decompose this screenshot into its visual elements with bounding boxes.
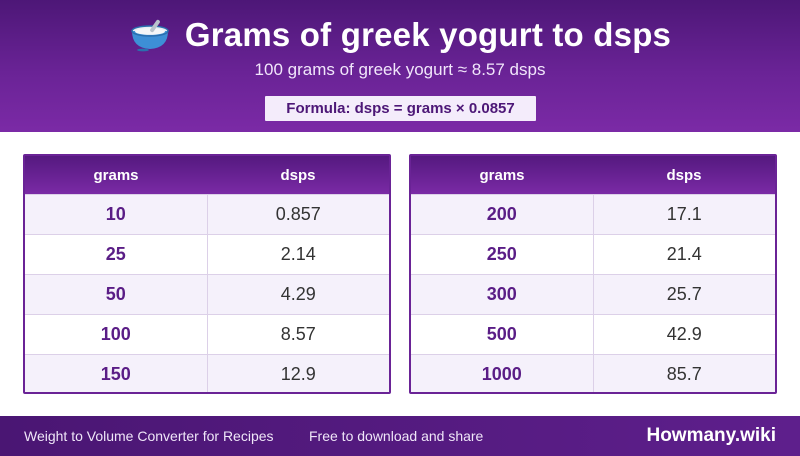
dsps-cell: 12.9 xyxy=(280,364,316,384)
conversion-table-left: grams dsps 10 0.857 25 2.14 50 4.29 100 … xyxy=(23,154,391,394)
table-row: 1000 85.7 xyxy=(411,354,775,392)
dsps-cell: 17.1 xyxy=(666,204,702,224)
column-header-grams: grams xyxy=(93,166,139,184)
grams-cell: 25 xyxy=(25,235,208,274)
grams-cell: 250 xyxy=(411,235,594,274)
dsps-cell: 85.7 xyxy=(666,364,702,384)
page-subtitle: 100 grams of greek yogurt ≈ 8.57 dsps xyxy=(254,60,546,79)
table-body: 200 17.1 250 21.4 300 25.7 500 42.9 1000… xyxy=(411,194,775,392)
grams-cell: 300 xyxy=(411,275,594,314)
column-header-grams: grams xyxy=(479,166,525,184)
brand-logo-text[interactable]: Howmany.wiki xyxy=(646,425,776,446)
table-row: 100 8.57 xyxy=(25,314,389,354)
page-title: Grams of greek yogurt to dsps xyxy=(184,16,672,53)
grams-cell: 10 xyxy=(25,195,208,234)
formula-badge: Formula: dsps = grams × 0.0857 xyxy=(265,96,536,121)
dsps-cell: 0.857 xyxy=(275,204,321,224)
table-header: grams dsps xyxy=(25,156,389,194)
table-row: 200 17.1 xyxy=(411,194,775,234)
grams-cell: 500 xyxy=(411,315,594,354)
column-header-dsps: dsps xyxy=(666,166,702,184)
grams-cell: 200 xyxy=(411,195,594,234)
table-row: 500 42.9 xyxy=(411,314,775,354)
grams-cell: 150 xyxy=(25,355,208,392)
header-banner: Grams of greek yogurt to dsps 100 grams … xyxy=(0,0,800,132)
grams-cell: 50 xyxy=(25,275,208,314)
footer-share-text: Free to download and share xyxy=(309,428,484,444)
dsps-cell: 4.29 xyxy=(280,284,316,304)
table-row: 25 2.14 xyxy=(25,234,389,274)
dsps-cell: 8.57 xyxy=(280,324,316,344)
grams-cell: 1000 xyxy=(411,355,594,392)
dsps-cell: 42.9 xyxy=(666,324,702,344)
table-row: 150 12.9 xyxy=(25,354,389,392)
grams-cell: 100 xyxy=(25,315,208,354)
bowl-icon xyxy=(131,19,169,52)
table-row: 300 25.7 xyxy=(411,274,775,314)
table-body: 10 0.857 25 2.14 50 4.29 100 8.57 150 12… xyxy=(25,194,389,392)
conversion-table-right: grams dsps 200 17.1 250 21.4 300 25.7 50… xyxy=(409,154,777,394)
title-row: Grams of greek yogurt to dsps xyxy=(0,14,800,56)
table-header: grams dsps xyxy=(411,156,775,194)
dsps-cell: 2.14 xyxy=(280,244,316,264)
footer-bar: Weight to Volume Converter for Recipes F… xyxy=(0,416,800,456)
dsps-cell: 21.4 xyxy=(666,244,702,264)
footer-tagline: Weight to Volume Converter for Recipes xyxy=(24,428,274,444)
table-row: 10 0.857 xyxy=(25,194,389,234)
dsps-cell: 25.7 xyxy=(666,284,702,304)
column-header-dsps: dsps xyxy=(280,166,316,184)
table-row: 50 4.29 xyxy=(25,274,389,314)
table-row: 250 21.4 xyxy=(411,234,775,274)
